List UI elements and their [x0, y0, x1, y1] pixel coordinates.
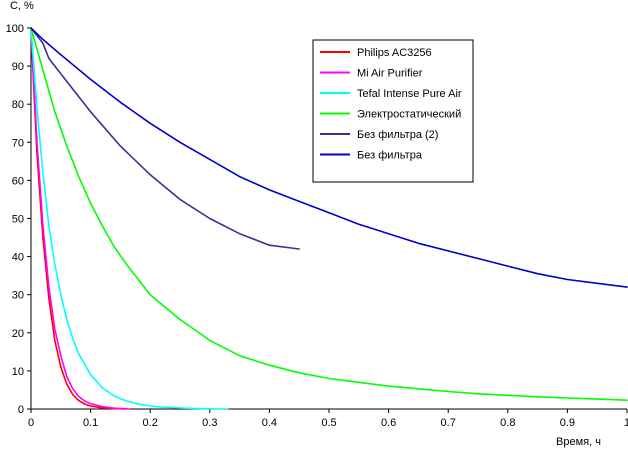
- x-tick-label: 0: [28, 417, 34, 429]
- x-tick-label: 0.1: [83, 417, 98, 429]
- axes: 0 0.1 0.2 0.3 0.4 0.5 0.6 0.7 0.8 0.9 101020304050…: [6, 23, 628, 429]
- legend-label: Tefal Intense Pure Air: [357, 88, 462, 100]
- x-tick-label: 1: [624, 417, 628, 429]
- series-line-6: [30, 27, 628, 288]
- x-tick-label: 0.3: [202, 417, 217, 429]
- y-tick-label: 10: [12, 366, 24, 378]
- y-tick-label: 90: [12, 61, 24, 73]
- legend-box: [312, 39, 474, 183]
- series-line-1: [30, 27, 128, 410]
- y-tick-label: 20: [12, 328, 24, 340]
- legend-label: Без фильтра (2): [357, 129, 438, 141]
- legend-label: Электростатический: [357, 109, 461, 121]
- y-axis-title: C, %: [10, 0, 34, 12]
- x-tick-label: 0.5: [321, 417, 336, 429]
- y-tick-label: 100: [6, 23, 24, 35]
- legend: Philips AC3256 Mi Air Purifier Tefal Inten…: [312, 39, 474, 183]
- x-tick-label: 0.7: [441, 417, 456, 429]
- legend-label: Без фильтра: [357, 150, 423, 162]
- x-tick-label: 0.2: [143, 417, 158, 429]
- series-line-5: [30, 27, 301, 250]
- x-tick-label: 0.8: [500, 417, 515, 429]
- x-tick-label: 0.6: [381, 417, 396, 429]
- x-tick-label: 0.9: [560, 417, 575, 429]
- legend-label: Mi Air Purifier: [357, 68, 423, 80]
- legend-label: Philips AC3256: [357, 47, 432, 59]
- series-line-4: [30, 27, 628, 402]
- series-lines: [30, 27, 628, 410]
- y-tick-label: 30: [12, 290, 24, 302]
- x-axis-title: Время, ч: [556, 436, 601, 448]
- y-tick-label: 0: [18, 404, 24, 416]
- y-tick-label: 80: [12, 99, 24, 111]
- y-tick-label: 70: [12, 137, 24, 149]
- y-tick-label: 60: [12, 175, 24, 187]
- series-line-2: [30, 27, 131, 410]
- y-tick-label: 50: [12, 214, 24, 226]
- x-tick-label: 0.4: [262, 417, 277, 429]
- y-tick-label: 40: [12, 252, 24, 264]
- series-line-3: [30, 27, 229, 410]
